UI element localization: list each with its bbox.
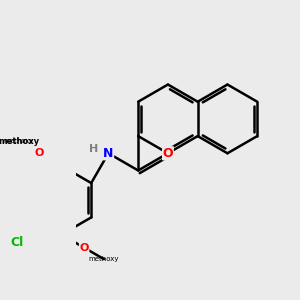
Text: methoxy: methoxy bbox=[4, 138, 34, 144]
Text: O: O bbox=[163, 147, 173, 160]
Text: O: O bbox=[34, 148, 44, 158]
Text: Cl: Cl bbox=[11, 236, 24, 249]
Text: H: H bbox=[89, 144, 98, 154]
Text: O: O bbox=[80, 243, 89, 253]
Text: methoxy: methoxy bbox=[0, 137, 40, 146]
Text: methoxy: methoxy bbox=[89, 256, 119, 262]
Text: N: N bbox=[103, 147, 114, 160]
